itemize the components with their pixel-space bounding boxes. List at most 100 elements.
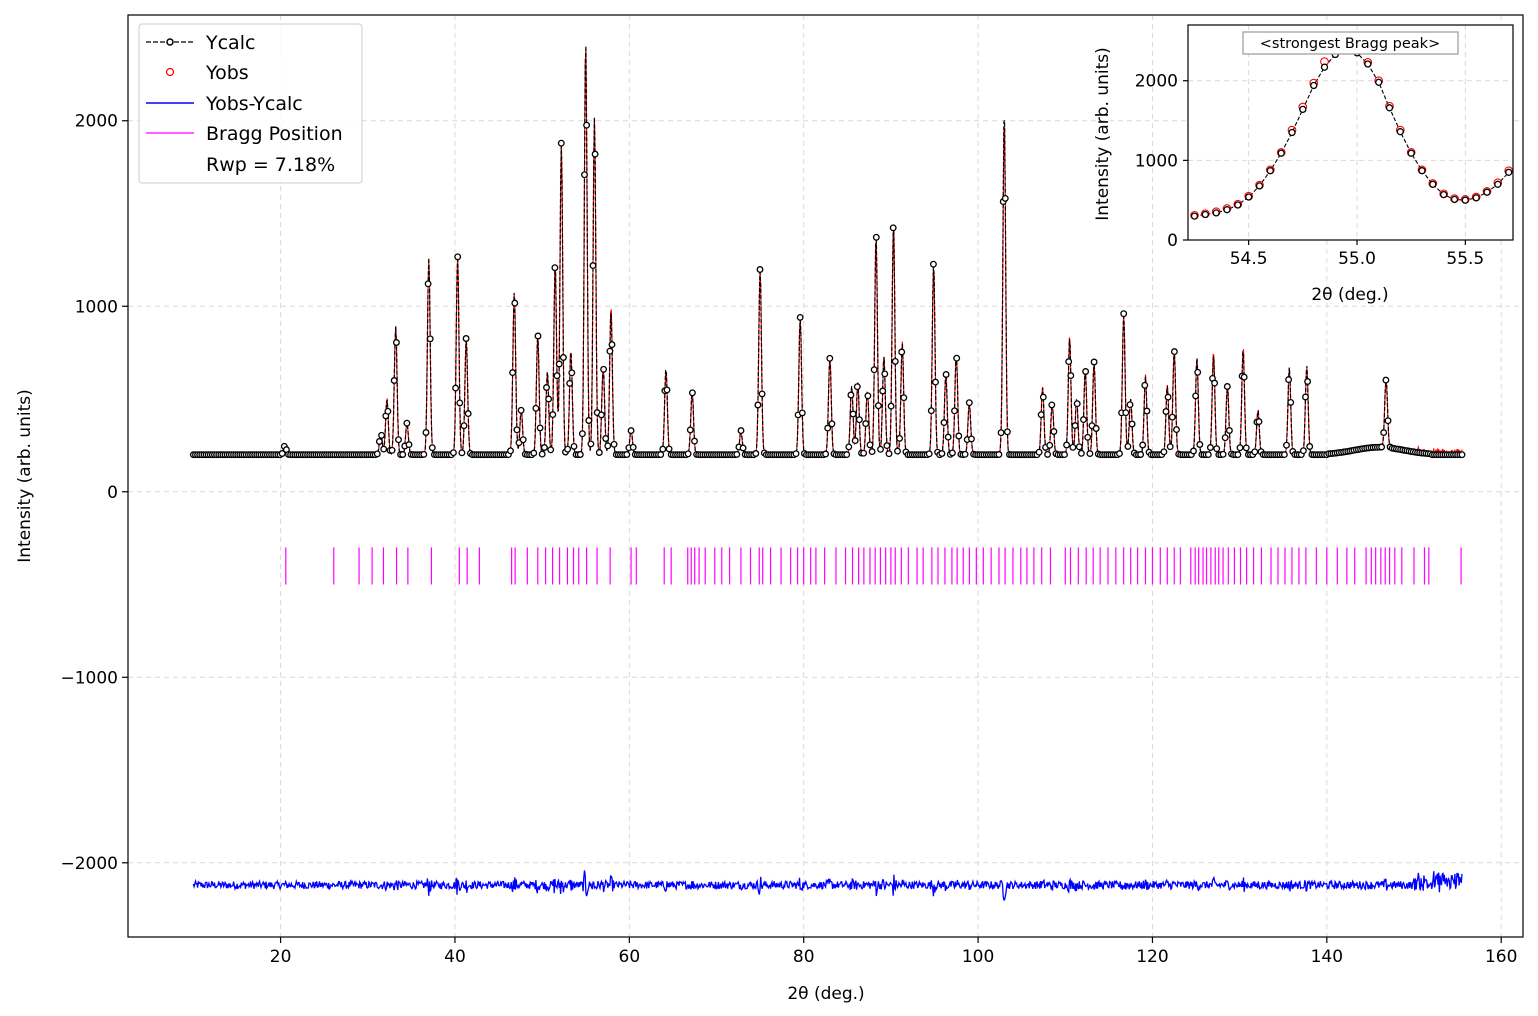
inset-ycalc-point [1299, 105, 1307, 114]
ycalc-point [597, 411, 605, 419]
ycalc-point [1139, 441, 1147, 449]
ycalc-point [1061, 451, 1068, 459]
inset-background [1188, 25, 1513, 240]
ycalc-point [1168, 413, 1176, 421]
ycalc-point [1242, 444, 1250, 452]
inset-ycalc-point [1223, 206, 1231, 214]
ycalc-point [581, 171, 588, 179]
main-axes-frame [127, 14, 1524, 938]
ycalc-point [826, 354, 834, 362]
main-x-tick-label: 20 [270, 947, 292, 967]
inset-ycalc-point [1429, 180, 1437, 188]
inset-ycalc-point [1375, 78, 1383, 86]
inset-ycalc-point [1288, 128, 1296, 137]
inset-ycalc-point [1461, 196, 1469, 204]
ycalc-point [940, 419, 948, 427]
ycalc-point [1126, 401, 1134, 409]
ycalc-point [1192, 392, 1200, 400]
ycalc-point [627, 427, 635, 435]
inset-chart: <strongest Bragg peak> 54.5 55.0 55.5 0 100… [1093, 24, 1514, 305]
ycalc-point [1206, 444, 1214, 451]
inset-x-axis: 54.5 55.0 55.5 [1230, 240, 1484, 269]
ycalc-point [378, 431, 386, 439]
ycalc-point [798, 409, 806, 417]
ycalc-point [534, 332, 542, 340]
ycalc-point [585, 417, 593, 424]
ycalc-point [1035, 448, 1043, 456]
ycalc-point [1213, 445, 1221, 453]
ycalc-point [796, 313, 804, 321]
ycalc-point [549, 411, 557, 419]
ycalc-point [932, 378, 939, 386]
ycalc-point [1280, 451, 1288, 459]
ycalc-point [1001, 194, 1009, 202]
ycalc-point [665, 445, 673, 453]
ycalc-point [853, 383, 861, 391]
ycalc-point [1044, 450, 1052, 458]
ycalc-point [1116, 450, 1123, 458]
ycalc-point [1071, 422, 1079, 430]
ycalc-point [604, 442, 612, 450]
ycalc-point [555, 360, 563, 368]
main-x-tick-label: 160 [1485, 947, 1517, 967]
ycalc-point [278, 450, 286, 457]
legend-bragg-label: Bragg Position [206, 123, 343, 145]
ycalc-point [860, 449, 868, 457]
ycalc-point [629, 443, 637, 451]
inset-ycalc-point [1266, 167, 1274, 175]
inset-ycalc-point [1472, 194, 1480, 202]
ycalc-point [756, 266, 764, 273]
ycalc-point [1092, 425, 1100, 432]
ycalc-point [519, 436, 527, 444]
main-x-tick-label: 40 [444, 947, 466, 967]
ycalc-point [424, 280, 432, 288]
ycalc-point [578, 430, 586, 438]
ycalc-point [1128, 420, 1136, 428]
ycalc-point [1046, 441, 1054, 449]
inset-ycalc-point [1212, 209, 1220, 217]
ycalc-point [828, 420, 836, 428]
ycalc-point [543, 384, 550, 391]
ycalc-point [1287, 398, 1295, 406]
ycalc-point [532, 404, 540, 412]
ycalc-point [1073, 400, 1081, 408]
ycalc-point [428, 444, 436, 452]
ycalc-point [965, 399, 973, 407]
main-y-axis-label: Intensity (arb. units) [15, 389, 35, 562]
ycalc-point [1285, 376, 1293, 384]
ycalc-point [1304, 378, 1312, 385]
yobs-ycalc-series [192, 870, 1463, 901]
ycalc-point [845, 443, 853, 451]
ycalc-point [891, 357, 899, 365]
ycalc-point [547, 446, 555, 454]
ycalc-point [851, 437, 859, 445]
ycalc-point [657, 451, 665, 459]
ycalc-point [460, 422, 468, 430]
ycalc-point [1050, 428, 1058, 435]
main-y-axis: −2000 −1000 0 1000 2000 [60, 112, 128, 874]
main-x-tick-label: 140 [1311, 947, 1343, 967]
ycalc-point [610, 440, 618, 448]
ycalc-point [540, 444, 548, 451]
ycalc-point [942, 371, 950, 378]
inset-frame [1187, 24, 1514, 241]
ycalc-point [513, 426, 521, 434]
ycalc-point [553, 372, 561, 380]
inset-title: <strongest Bragg peak> [1260, 36, 1440, 52]
main-x-tick-label: 60 [619, 947, 641, 967]
ycalc-point [691, 437, 698, 445]
ycalc-point [390, 377, 398, 384]
ycalc-point [1122, 409, 1130, 417]
ycalc-point [866, 441, 874, 449]
ycalc-point [1077, 449, 1085, 457]
ycalc-point [507, 447, 514, 455]
ycalc-point [375, 438, 383, 445]
ycalc-point [1380, 429, 1388, 437]
ycalc-point [1166, 443, 1174, 451]
ycalc-point [894, 447, 901, 455]
inset-ycalc-point [1245, 193, 1253, 201]
ycalc-point [1302, 393, 1309, 401]
ycalc-point [1160, 448, 1168, 456]
ycalc-point [587, 440, 595, 448]
legend-rwp-label: Rwp = 7.18% [206, 154, 335, 176]
